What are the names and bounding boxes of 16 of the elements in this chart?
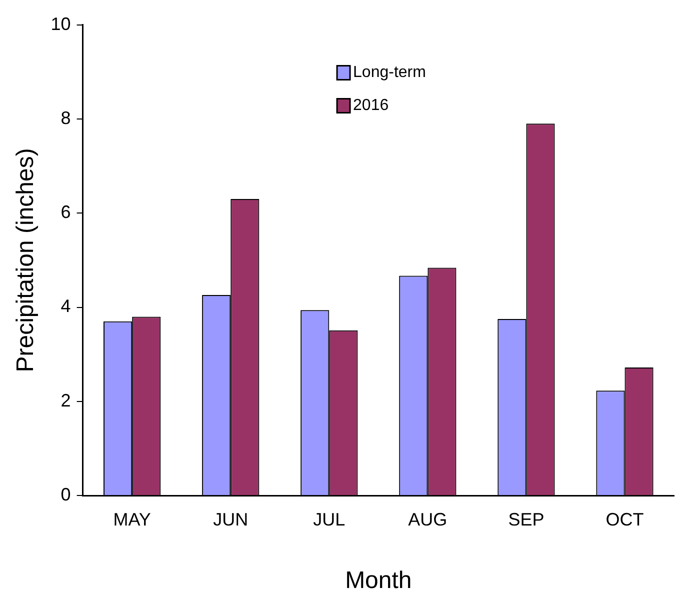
x-tick-label: OCT — [606, 509, 644, 530]
y-tick-label: 8 — [60, 108, 71, 128]
y-tick-label: 2 — [60, 390, 71, 410]
legend-label: 2016 — [353, 97, 389, 114]
y-tick-label: 6 — [60, 202, 71, 222]
x-tick-label: JUN — [213, 509, 248, 530]
x-axis-title: Month — [345, 567, 412, 594]
y-tick-label: 4 — [60, 296, 71, 316]
y-axis-title: Precipitation (inches) — [12, 148, 40, 372]
x-tick-label: JUL — [313, 509, 346, 530]
y-tick-label: 10 — [50, 14, 71, 34]
x-tick-label: MAY — [113, 509, 151, 530]
y-tick-label: 0 — [60, 484, 71, 505]
x-tick-label: SEP — [508, 509, 544, 530]
x-tick-label: AUG — [408, 509, 448, 530]
legend-label: Long-term — [353, 64, 426, 82]
